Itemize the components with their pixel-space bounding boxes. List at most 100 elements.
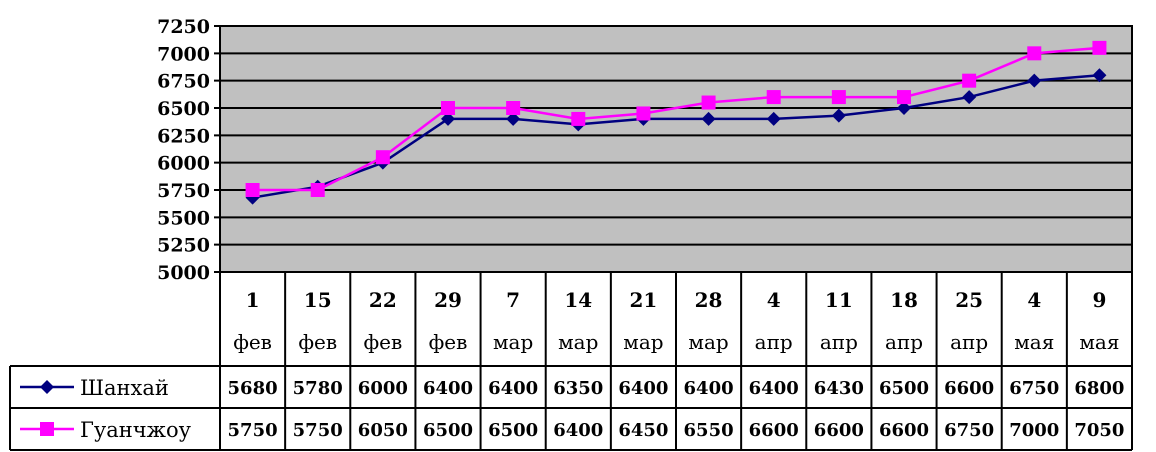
category-label-day: 29 xyxy=(434,288,462,312)
diamond-marker xyxy=(701,111,716,126)
category-label-month: мая xyxy=(1079,330,1119,354)
table-cell-value: 7000 xyxy=(1009,420,1059,441)
y-tick-label: 7000 xyxy=(157,43,210,65)
category-label-day: 4 xyxy=(1027,288,1041,312)
category-label-day: 4 xyxy=(767,288,781,312)
square-marker xyxy=(310,183,325,197)
data-table: 1 фев 15 фев 22 фев 29 фев 7 мар 14 мар 21 мар 28 мар 4 а… xyxy=(9,271,1133,451)
table-cell-value: 6430 xyxy=(814,378,864,399)
table-cell-value: 6600 xyxy=(879,420,929,441)
category-label-day: 21 xyxy=(630,288,658,312)
y-tick-label: 5250 xyxy=(157,235,210,257)
table-cell-value: 6400 xyxy=(749,378,799,399)
table-cell-value: 6500 xyxy=(879,378,929,399)
table-cell-value: 6750 xyxy=(944,420,994,441)
y-tick-label: 5750 xyxy=(157,180,210,202)
table-cell-value: 6500 xyxy=(423,420,473,441)
category-label-month: фев xyxy=(233,330,272,354)
diamond-marker xyxy=(441,111,455,126)
category-label-day: 9 xyxy=(1092,288,1106,312)
legend-diamond-marker xyxy=(40,380,54,394)
square-marker xyxy=(1027,46,1042,61)
series-lines xyxy=(252,46,1100,199)
table-cell-value: 6600 xyxy=(749,420,799,441)
table-cell-value: 6050 xyxy=(358,420,408,441)
y-axis-ticks: 5000 5250 5500 5750 6000 6250 6500 6750 7000 7250 xyxy=(157,16,210,284)
y-tick-label: 5500 xyxy=(157,207,210,229)
diamond-marker xyxy=(1027,73,1042,88)
table-cell-value: 6350 xyxy=(553,378,603,399)
square-marker xyxy=(636,106,651,121)
diamond-marker xyxy=(766,111,781,126)
category-label-day: 1 xyxy=(246,288,260,312)
table-cell-value: 5780 xyxy=(293,378,343,399)
y-tick-label: 6500 xyxy=(157,98,210,120)
table-cell-value: 6600 xyxy=(814,420,864,441)
category-label-month: мая xyxy=(1014,330,1054,354)
square-marker xyxy=(831,90,846,105)
category-label-month: апр xyxy=(885,330,923,354)
table-cell-value: 6400 xyxy=(684,378,734,399)
series-line-1 xyxy=(252,73,1100,199)
diamond-marker xyxy=(1092,68,1107,83)
square-marker xyxy=(897,90,911,105)
category-label-month: апр xyxy=(950,330,988,354)
series-markers xyxy=(245,40,1107,205)
table-cell-value: 6550 xyxy=(684,420,734,441)
category-label-day: 25 xyxy=(955,288,983,312)
category-label-month: фев xyxy=(298,330,337,354)
diamond-marker xyxy=(831,108,846,123)
square-marker xyxy=(245,183,260,197)
table-cell-value: 6400 xyxy=(553,420,603,441)
square-marker xyxy=(375,150,390,165)
category-label-day: 11 xyxy=(825,288,853,312)
y-tick-label: 6000 xyxy=(157,153,210,175)
table-cell-value: 5750 xyxy=(228,420,278,441)
y-tick-label: 6750 xyxy=(157,71,210,93)
table-cell-value: 6750 xyxy=(1009,378,1059,399)
category-label-day: 22 xyxy=(369,288,397,312)
plot-area xyxy=(220,26,1132,272)
legend-label: Гуанчжоу xyxy=(80,418,192,442)
table-cell-value: 6800 xyxy=(1074,378,1124,399)
legend-square-marker xyxy=(40,422,54,436)
series-line-2 xyxy=(252,46,1100,192)
table-cell-value: 6400 xyxy=(488,378,538,399)
table-cell-value: 5680 xyxy=(228,378,278,399)
category-label-month: мар xyxy=(558,330,598,354)
table-cell-value: 7050 xyxy=(1074,420,1124,441)
square-marker xyxy=(1092,40,1107,55)
category-label-month: мар xyxy=(623,330,663,354)
category-label-month: мар xyxy=(493,330,533,354)
diamond-marker xyxy=(962,90,977,105)
category-label-day: 14 xyxy=(564,288,592,312)
table-cell-value: 6600 xyxy=(944,378,994,399)
y-tick-label: 5000 xyxy=(157,262,210,284)
category-label-month: апр xyxy=(820,330,858,354)
category-label-day: 28 xyxy=(695,288,723,312)
category-label-day: 18 xyxy=(890,288,918,312)
table-cell-value: 6000 xyxy=(358,378,408,399)
table-cell-value: 6500 xyxy=(488,420,538,441)
category-label-day: 7 xyxy=(506,288,520,312)
legend-label: Шанхай xyxy=(80,376,169,400)
table-cell-value: 6400 xyxy=(423,378,473,399)
y-tick-label: 7250 xyxy=(157,16,210,38)
square-marker xyxy=(962,73,977,88)
category-label-month: мар xyxy=(688,330,728,354)
diamond-marker xyxy=(897,101,911,115)
table-cell-value: 6400 xyxy=(618,378,668,399)
square-marker xyxy=(441,101,455,115)
category-label-day: 15 xyxy=(304,288,332,312)
category-label-month: фев xyxy=(429,330,468,354)
y-tick-label: 6250 xyxy=(157,125,210,147)
diamond-marker xyxy=(506,111,521,126)
square-marker xyxy=(506,101,521,115)
table-cell-value: 6450 xyxy=(618,420,668,441)
square-marker xyxy=(571,111,586,126)
category-label-month: фев xyxy=(363,330,402,354)
category-label-month: апр xyxy=(755,330,793,354)
square-marker xyxy=(766,90,781,105)
square-marker xyxy=(701,95,716,110)
